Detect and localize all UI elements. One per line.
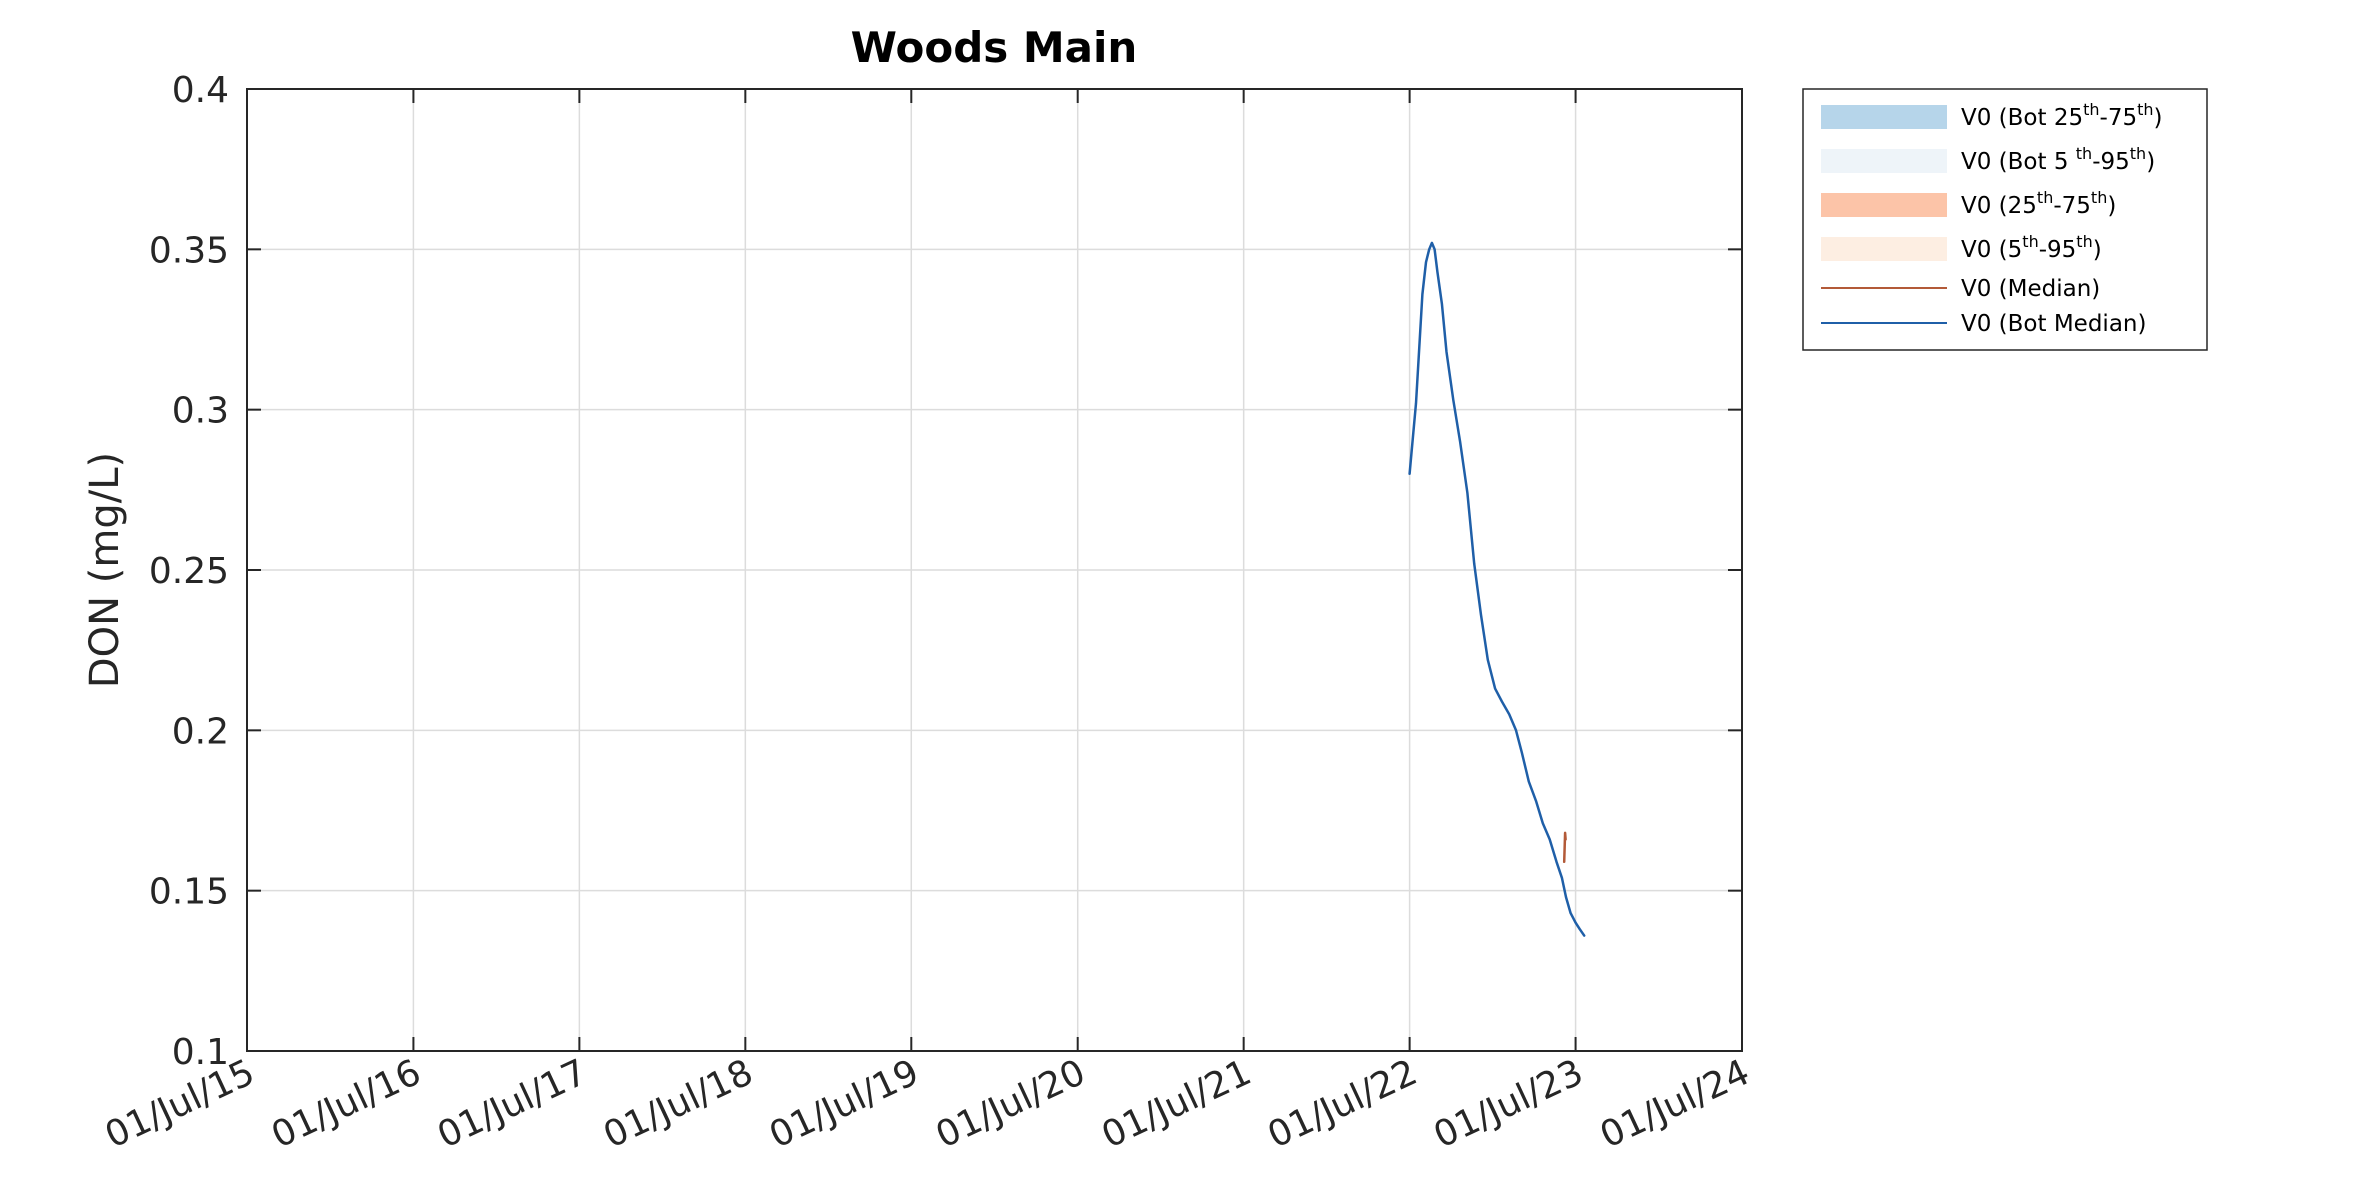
legend-swatch	[1821, 193, 1947, 217]
chart-title: Woods Main	[851, 23, 1138, 72]
y-tick-label: 0.3	[172, 391, 229, 432]
ticks: 0.10.150.20.250.30.350.401/Jul/15 01/Jul/…	[99, 70, 1756, 1156]
legend-label: V0 (Median)	[1961, 276, 2100, 302]
legend-label: V0 (Bot 5 th-95th)	[1961, 144, 2155, 175]
series-line-v0-median	[1562, 831, 1567, 864]
x-tick-label: 01/Jul/23	[1428, 1052, 1590, 1156]
legend-swatch	[1821, 149, 1947, 173]
legend-swatch	[1821, 105, 1947, 129]
legend: V0 (Bot 25th-75th) V0 (Bot 5 th-95th) V0 (…	[1802, 88, 2208, 351]
legend-swatch	[1821, 237, 1947, 261]
y-tick-label: 0.1	[172, 1032, 229, 1073]
legend-label: V0 (Bot Median)	[1961, 311, 2146, 337]
y-tick-label: 0.35	[149, 230, 229, 271]
x-tick-label: 01/Jul/24	[1594, 1052, 1756, 1156]
legend-label: V0 (25th-75th)	[1961, 188, 2116, 219]
series-line-v0-bot-median	[1408, 241, 1586, 937]
y-tick-label: 0.2	[172, 711, 229, 752]
x-tick-label: 01/Jul/18	[597, 1052, 759, 1156]
x-tick-label: 01/Jul/19	[763, 1052, 925, 1156]
legend-label: V0 (5th-95th)	[1961, 232, 2102, 263]
x-tick-label: 01/Jul/20	[930, 1052, 1092, 1156]
y-tick-label: 0.4	[172, 70, 229, 111]
legend-box	[1802, 88, 2208, 351]
x-tick-label: 01/Jul/17	[431, 1052, 593, 1156]
x-tick-label: 01/Jul/22	[1262, 1052, 1424, 1156]
legend-label: V0 (Bot 25th-75th)	[1961, 100, 2163, 131]
y-tick-label: 0.15	[149, 872, 229, 913]
series	[1408, 241, 1586, 937]
x-tick-label: 01/Jul/16	[266, 1052, 428, 1156]
x-tick-label: 01/Jul/21	[1096, 1052, 1258, 1156]
y-axis-label: DON (mg/L)	[82, 452, 128, 688]
grid	[246, 88, 1743, 1052]
y-tick-label: 0.25	[149, 551, 229, 592]
